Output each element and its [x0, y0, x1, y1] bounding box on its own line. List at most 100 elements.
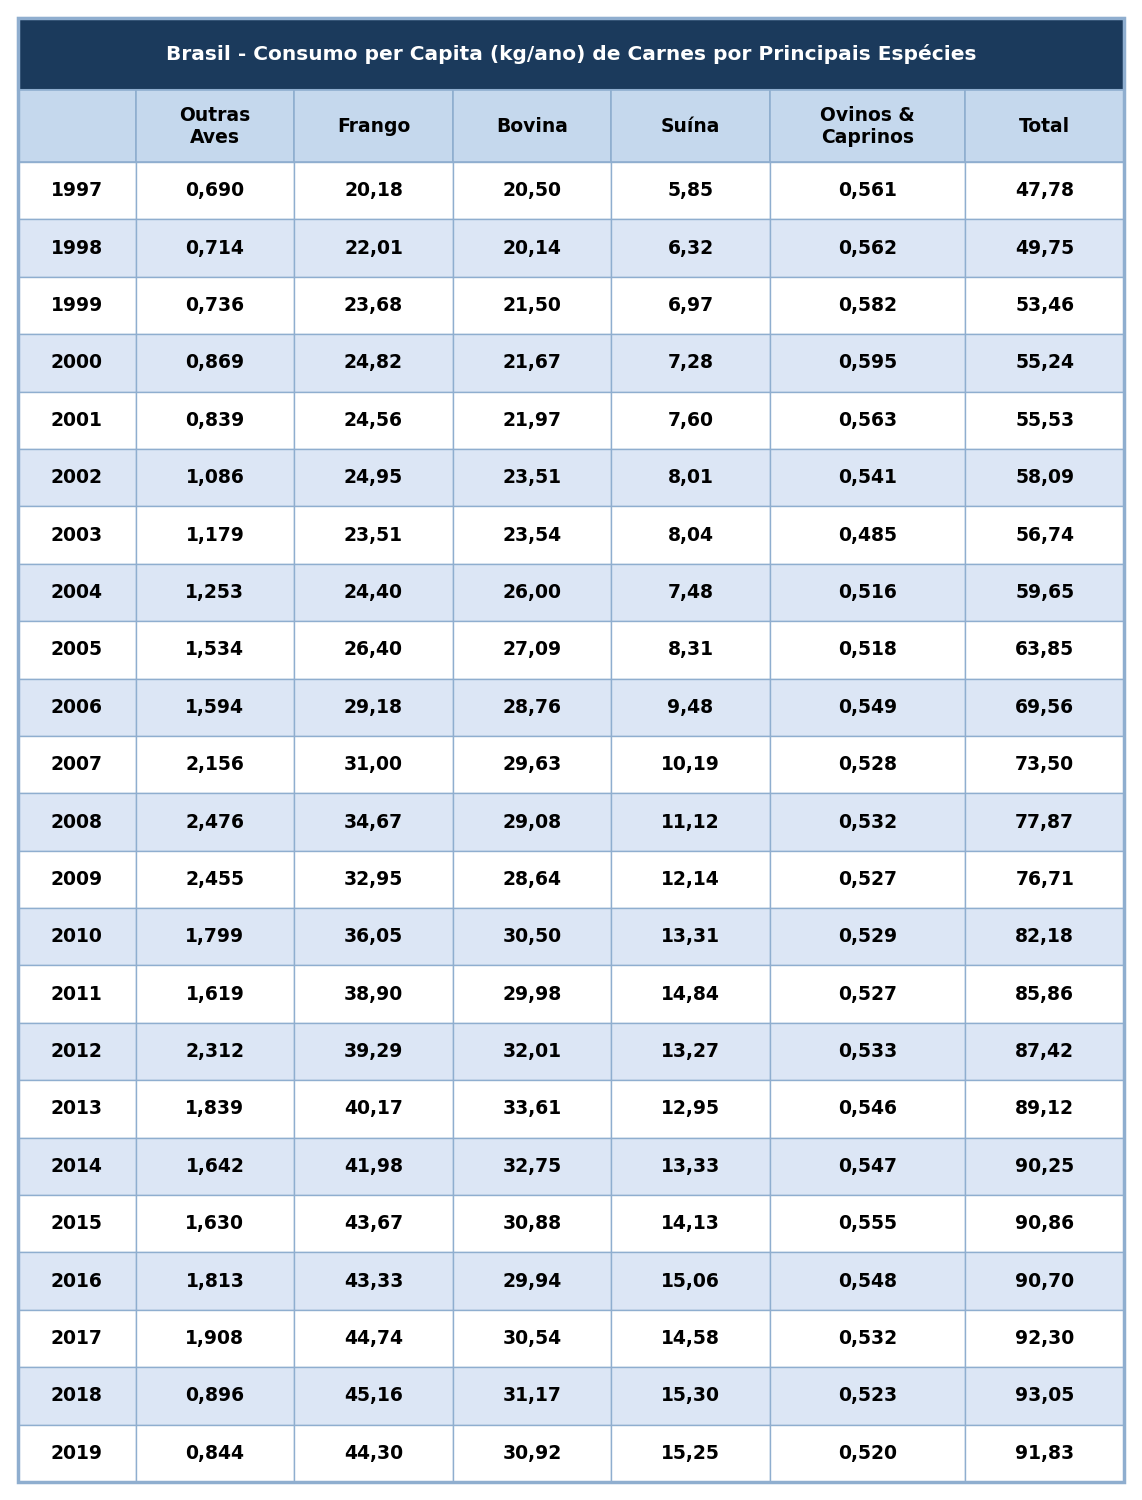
Bar	[136, 219, 295, 278]
Text: 82,18: 82,18	[1015, 927, 1075, 946]
Bar	[452, 1310, 611, 1366]
Bar	[295, 392, 452, 448]
Text: 2014: 2014	[51, 1156, 103, 1176]
Bar	[770, 392, 965, 448]
Text: 53,46: 53,46	[1015, 296, 1075, 315]
Text: 2011: 2011	[51, 984, 103, 1004]
Bar	[770, 850, 965, 907]
Text: 0,532: 0,532	[838, 1329, 898, 1348]
Bar	[965, 219, 1124, 278]
Text: 27,09: 27,09	[502, 640, 562, 660]
Text: 1,179: 1,179	[185, 525, 244, 544]
Bar	[18, 1023, 136, 1080]
Bar	[611, 392, 770, 448]
Bar	[770, 278, 965, 334]
Bar	[452, 392, 611, 448]
Text: 69,56: 69,56	[1015, 698, 1075, 717]
Bar	[965, 1366, 1124, 1425]
Bar	[611, 90, 770, 162]
Text: 1997: 1997	[50, 182, 103, 200]
Bar	[770, 1137, 965, 1196]
Text: 31,17: 31,17	[502, 1386, 562, 1406]
Bar	[295, 621, 452, 678]
Text: 1,086: 1,086	[185, 468, 244, 488]
Text: 2003: 2003	[50, 525, 103, 544]
Bar	[136, 1252, 295, 1310]
Text: 8,04: 8,04	[668, 525, 714, 544]
Bar	[136, 1425, 295, 1482]
Bar	[136, 507, 295, 564]
Text: 76,71: 76,71	[1015, 870, 1075, 889]
Bar	[965, 564, 1124, 621]
Bar	[136, 1310, 295, 1366]
Bar	[770, 1196, 965, 1252]
Bar	[770, 966, 965, 1023]
Text: 21,50: 21,50	[502, 296, 562, 315]
Bar	[18, 908, 136, 966]
Bar	[452, 1023, 611, 1080]
Bar	[611, 507, 770, 564]
Bar	[611, 219, 770, 278]
Text: 2,156: 2,156	[185, 754, 244, 774]
Bar	[611, 850, 770, 907]
Text: 93,05: 93,05	[1015, 1386, 1075, 1406]
Text: 1,534: 1,534	[185, 640, 244, 660]
Text: 14,58: 14,58	[661, 1329, 719, 1348]
Bar	[295, 334, 452, 392]
Text: 24,40: 24,40	[344, 584, 403, 602]
Bar	[611, 1023, 770, 1080]
Text: 29,63: 29,63	[502, 754, 562, 774]
Bar	[295, 1366, 452, 1425]
Text: 1,642: 1,642	[185, 1156, 244, 1176]
Text: 15,30: 15,30	[661, 1386, 719, 1406]
Bar	[295, 908, 452, 966]
Bar	[452, 621, 611, 678]
Text: Total: Total	[1019, 117, 1070, 135]
Bar	[965, 392, 1124, 448]
Bar	[18, 736, 136, 794]
Bar	[136, 908, 295, 966]
Text: Suína: Suína	[661, 117, 721, 135]
Text: 0,541: 0,541	[838, 468, 898, 488]
Text: 1,594: 1,594	[185, 698, 244, 717]
Bar	[965, 621, 1124, 678]
Bar	[611, 1137, 770, 1196]
Bar	[18, 1080, 136, 1137]
Bar	[965, 162, 1124, 219]
Bar	[452, 507, 611, 564]
Bar	[136, 1137, 295, 1196]
Text: 2002: 2002	[51, 468, 103, 488]
Text: 0,532: 0,532	[838, 813, 898, 831]
Bar	[18, 90, 136, 162]
Bar	[611, 278, 770, 334]
Text: 1,630: 1,630	[185, 1214, 244, 1233]
Bar	[295, 278, 452, 334]
Bar	[770, 1252, 965, 1310]
Text: 0,839: 0,839	[185, 411, 244, 430]
Text: 13,33: 13,33	[661, 1156, 721, 1176]
Text: 41,98: 41,98	[344, 1156, 403, 1176]
Text: 0,516: 0,516	[838, 584, 898, 602]
Text: 29,98: 29,98	[502, 984, 562, 1004]
Text: 29,08: 29,08	[502, 813, 562, 831]
Text: 39,29: 39,29	[344, 1042, 403, 1060]
Text: 63,85: 63,85	[1015, 640, 1075, 660]
Bar	[611, 564, 770, 621]
Text: 12,14: 12,14	[661, 870, 719, 889]
Text: 0,527: 0,527	[838, 870, 898, 889]
Text: 31,00: 31,00	[344, 754, 403, 774]
Bar	[295, 1310, 452, 1366]
Bar	[770, 621, 965, 678]
Bar	[18, 162, 136, 219]
Text: 32,75: 32,75	[502, 1156, 562, 1176]
Bar	[18, 966, 136, 1023]
Bar	[295, 507, 452, 564]
Bar	[295, 794, 452, 850]
Bar	[965, 1080, 1124, 1137]
Text: 15,25: 15,25	[661, 1444, 719, 1462]
Text: 7,48: 7,48	[668, 584, 714, 602]
Text: 6,97: 6,97	[667, 296, 714, 315]
Text: 23,68: 23,68	[344, 296, 403, 315]
Bar	[452, 1137, 611, 1196]
Bar	[965, 966, 1124, 1023]
